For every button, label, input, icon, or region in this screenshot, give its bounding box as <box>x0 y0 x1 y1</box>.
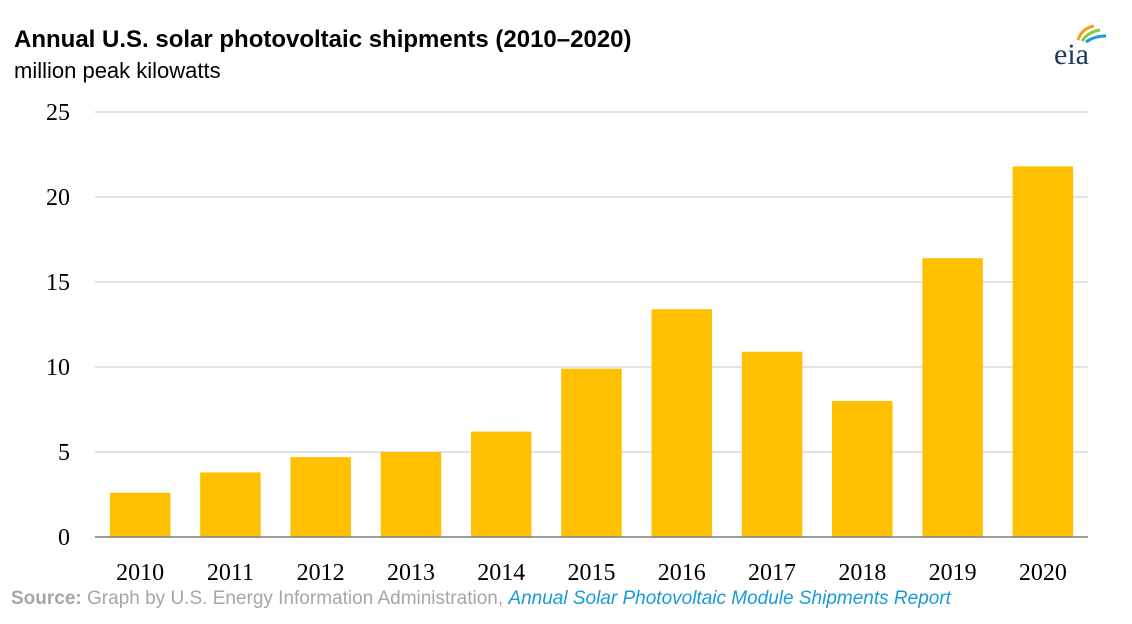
x-tick-label: 2019 <box>929 560 977 586</box>
bars <box>109 166 1074 537</box>
source-report-link[interactable]: Annual Solar Photovoltaic Module Shipmen… <box>508 588 951 609</box>
x-tick-label: 2017 <box>748 560 796 586</box>
source-text: Graph by U.S. Energy Information Adminis… <box>87 588 504 609</box>
chart-title: Annual U.S. solar photovoltaic shipments… <box>14 26 632 53</box>
x-axis-ticks: 2010 2011 2012 2013 2014 2015 2016 2017 2018 2019… <box>116 560 1067 586</box>
bar-2015 <box>561 368 622 537</box>
logo-text: eia <box>1054 38 1089 71</box>
bar-2016 <box>651 309 713 537</box>
bar-2018 <box>832 401 893 537</box>
bar-2017 <box>741 351 803 537</box>
y-tick-label: 20 <box>46 185 70 211</box>
chart-subtitle: million peak kilowatts <box>14 58 221 83</box>
y-tick-label: 5 <box>58 440 70 466</box>
x-tick-label: 2015 <box>568 560 616 586</box>
y-tick-label: 0 <box>58 525 70 551</box>
x-tick-label: 2016 <box>658 560 706 586</box>
bar-2019 <box>922 258 983 537</box>
bar-2013 <box>380 452 442 537</box>
x-tick-label: 2010 <box>116 560 164 586</box>
eia-logo-icon: eia <box>1048 24 1112 74</box>
x-tick-label: 2012 <box>297 560 345 586</box>
x-tick-label: 2011 <box>207 560 254 586</box>
bar-2012 <box>290 457 351 537</box>
logo-arcs <box>1076 24 1107 44</box>
bar-2011 <box>200 472 261 537</box>
y-tick-label: 10 <box>46 355 70 381</box>
y-tick-label: 25 <box>46 100 70 126</box>
y-tick-label: 15 <box>46 270 70 296</box>
x-tick-label: 2013 <box>387 560 435 586</box>
x-tick-label: 2014 <box>477 560 525 586</box>
x-tick-label: 2020 <box>1019 560 1067 586</box>
source-note: Source: Graph by U.S. Energy Information… <box>11 588 951 610</box>
bar-2014 <box>470 431 532 537</box>
x-tick-label: 2018 <box>838 560 886 586</box>
source-label: Source: <box>11 588 82 609</box>
bar-2010 <box>109 492 171 537</box>
bar-2020 <box>1012 166 1074 537</box>
y-axis-ticks: 0 5 10 15 20 25 <box>46 100 70 551</box>
